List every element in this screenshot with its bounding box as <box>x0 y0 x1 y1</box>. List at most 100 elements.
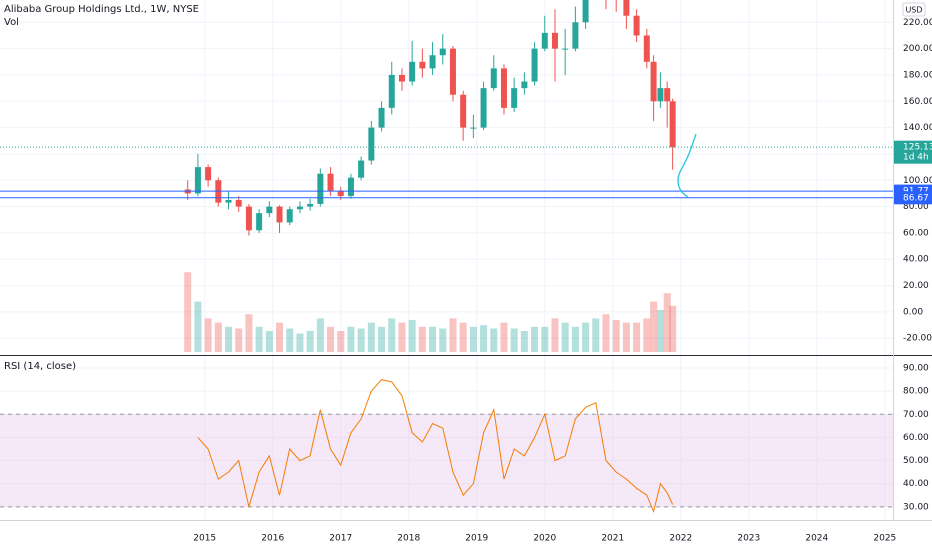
candle-body <box>235 200 242 207</box>
x-tick-label: 2024 <box>805 534 828 544</box>
candle-body <box>194 167 201 194</box>
candle-body <box>650 61 657 102</box>
volume-bar <box>418 326 426 352</box>
volume-bar <box>408 320 416 352</box>
volume-bar <box>194 301 202 352</box>
volume-bar <box>551 318 559 352</box>
volume-bar <box>235 328 243 352</box>
candle-body <box>562 48 569 50</box>
candle-body <box>521 81 528 89</box>
y-tick-label: 0.00 <box>903 307 923 317</box>
candle-body <box>511 88 518 108</box>
y-tick-label: 60.00 <box>903 228 929 238</box>
candle-body <box>460 94 467 128</box>
y-tick-label: 90.00 <box>903 364 929 374</box>
y-tick-label: 40.00 <box>903 255 929 265</box>
y-tick-label: 60.00 <box>903 433 929 443</box>
x-tick-label: 2020 <box>533 534 556 544</box>
volume-bar <box>347 326 355 352</box>
last-price-box <box>894 140 932 164</box>
volume-bar <box>469 326 477 352</box>
volume-bar <box>510 328 518 352</box>
y-tick-label: 50.00 <box>903 456 929 466</box>
volume-bar <box>439 328 447 352</box>
volume-bar <box>561 322 569 352</box>
y-tick-label: 100.00 <box>903 176 932 186</box>
volume-bar <box>633 322 641 352</box>
volume-bar <box>327 326 335 352</box>
x-tick-label: 2017 <box>329 534 352 544</box>
candle-body <box>337 190 344 197</box>
volume-bar <box>449 318 457 352</box>
candle-body <box>388 74 395 108</box>
candle-body <box>551 32 558 49</box>
currency-box[interactable] <box>902 2 926 17</box>
volume-bar <box>286 328 294 352</box>
x-tick-label: 2015 <box>193 534 216 544</box>
candles <box>184 0 677 352</box>
candle-body <box>266 206 273 214</box>
volume-bar <box>622 322 630 352</box>
volume-bar <box>459 322 467 352</box>
y-tick-label: 200.00 <box>903 44 932 54</box>
candle-body <box>541 32 548 49</box>
x-tick-label: 2019 <box>465 534 488 544</box>
candle-body <box>643 35 650 62</box>
candle-body <box>378 107 385 128</box>
volume-bar <box>429 326 437 352</box>
volume-legend: Vol <box>4 17 19 28</box>
volume-bar <box>245 314 253 352</box>
candle-body <box>623 0 630 16</box>
y-tick-label: 80.00 <box>903 387 929 397</box>
candle-body <box>419 61 426 69</box>
drawn-curve <box>677 133 697 198</box>
candle-body <box>633 15 640 36</box>
volume-bar <box>296 333 304 352</box>
volume-bar <box>306 331 314 352</box>
y-tick-label: 70.00 <box>903 410 929 420</box>
volume-bar <box>214 322 222 352</box>
volume-bar <box>337 331 345 352</box>
rsi-legend: RSI (14, close) <box>4 361 76 372</box>
x-tick-label: 2016 <box>261 534 284 544</box>
volume-bar <box>276 322 284 352</box>
candle-body <box>245 206 252 231</box>
x-tick-label: 2025 <box>873 534 896 544</box>
volume-bar <box>643 318 651 352</box>
countdown-label: 1d 4h <box>903 153 929 163</box>
rsi-band <box>0 414 893 507</box>
y-tick-label: 30.00 <box>903 502 929 512</box>
y-tick-label: 220.00 <box>903 18 932 28</box>
y-tick-label: 160.00 <box>903 97 932 107</box>
candle-body <box>358 160 365 178</box>
last-price-label: 125.13 <box>903 143 932 153</box>
volume-bar <box>571 326 579 352</box>
volume-bar <box>663 293 671 352</box>
candle-body <box>276 206 283 223</box>
volume-bar <box>602 314 610 352</box>
y-tick-label: 20.00 <box>903 281 929 291</box>
candle-body <box>225 200 232 203</box>
volume-bar <box>650 301 658 352</box>
candle-body <box>664 88 671 102</box>
candle-body <box>657 88 664 102</box>
candle-body <box>368 127 375 161</box>
volume-bar <box>612 320 620 352</box>
price-pane <box>0 0 893 355</box>
x-tick-label: 2021 <box>601 534 624 544</box>
currency[interactable]: USD <box>905 6 922 15</box>
candle-body <box>480 88 487 128</box>
candle-body <box>572 22 579 49</box>
candle-body <box>286 209 293 223</box>
level-label-box <box>894 191 932 205</box>
y-tick-label: -20.00 <box>903 334 932 344</box>
rsi-pane <box>0 356 893 520</box>
volume-bar <box>531 326 539 352</box>
volume-bar <box>480 325 488 352</box>
candle-body <box>439 48 446 56</box>
volume-bar <box>184 272 192 352</box>
chart-title: Alibaba Group Holdings Ltd., 1W, NYSE <box>4 4 199 15</box>
volume-bar <box>490 328 498 352</box>
candle-body <box>327 173 334 191</box>
